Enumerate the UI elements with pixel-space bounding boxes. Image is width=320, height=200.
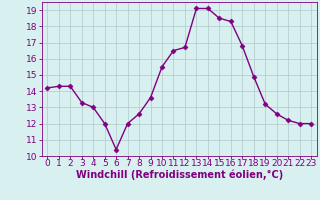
X-axis label: Windchill (Refroidissement éolien,°C): Windchill (Refroidissement éolien,°C) xyxy=(76,169,283,180)
